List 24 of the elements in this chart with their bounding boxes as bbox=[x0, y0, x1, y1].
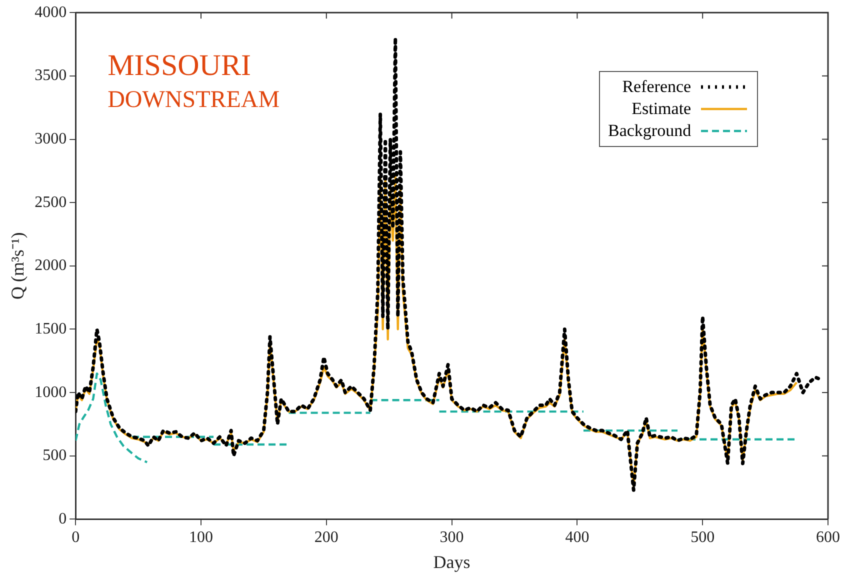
y-tick-label: 1000 bbox=[34, 384, 67, 401]
y-tick-label: 2500 bbox=[34, 194, 67, 211]
y-tick-label: 0 bbox=[58, 510, 67, 528]
legend-label: Reference bbox=[622, 76, 692, 97]
legend-label: Estimate bbox=[632, 98, 692, 119]
x-tick-label: 600 bbox=[816, 529, 840, 546]
y-tick-label: 3500 bbox=[34, 67, 67, 84]
y-tick-label: 3000 bbox=[34, 130, 67, 148]
annotation: DOWNSTREAM bbox=[108, 86, 280, 114]
x-tick-label: 300 bbox=[440, 529, 464, 546]
y-tick-label: 4000 bbox=[34, 4, 67, 21]
y-axis-title: Q (m³s⁻¹) bbox=[8, 232, 28, 300]
legend-label: Background bbox=[608, 120, 692, 141]
x-axis-title: Days bbox=[433, 552, 470, 572]
x-tick-label: 200 bbox=[314, 529, 338, 546]
annotation: MISSOURI bbox=[108, 48, 251, 83]
y-tick-label: 2000 bbox=[34, 257, 67, 274]
line-series bbox=[76, 372, 148, 464]
x-tick-label: 400 bbox=[565, 529, 590, 546]
x-tick-label: 0 bbox=[72, 529, 80, 546]
y-tick-label: 500 bbox=[42, 447, 67, 464]
y-tick-label: 1500 bbox=[34, 320, 67, 338]
x-tick-label: 100 bbox=[189, 529, 213, 546]
x-tick-label: 500 bbox=[690, 529, 715, 546]
